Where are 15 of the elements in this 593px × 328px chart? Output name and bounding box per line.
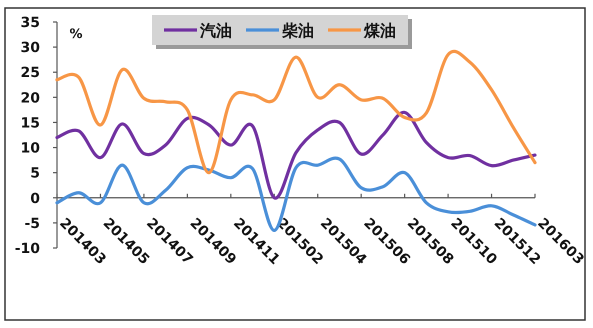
y-tick-label: -10 [14,241,40,257]
y-tick-label: 10 [20,140,40,157]
y-tick-label: 30 [20,40,40,56]
y-tick-label: -5 [24,216,40,232]
y-tick-label: 15 [20,115,40,132]
legend-label: 汽油 [199,21,232,40]
y-tick-label: 20 [20,90,40,106]
y-tick-label: 25 [20,65,40,82]
y-tick-label: 5 [30,166,40,182]
legend-label: 煤油 [363,21,396,40]
line-series [55,110,537,200]
y-tick-label: 35 [20,15,40,31]
legend-label: 柴油 [281,21,314,40]
y-tick-label: 0 [30,190,40,207]
y-axis-title: % [69,27,83,42]
